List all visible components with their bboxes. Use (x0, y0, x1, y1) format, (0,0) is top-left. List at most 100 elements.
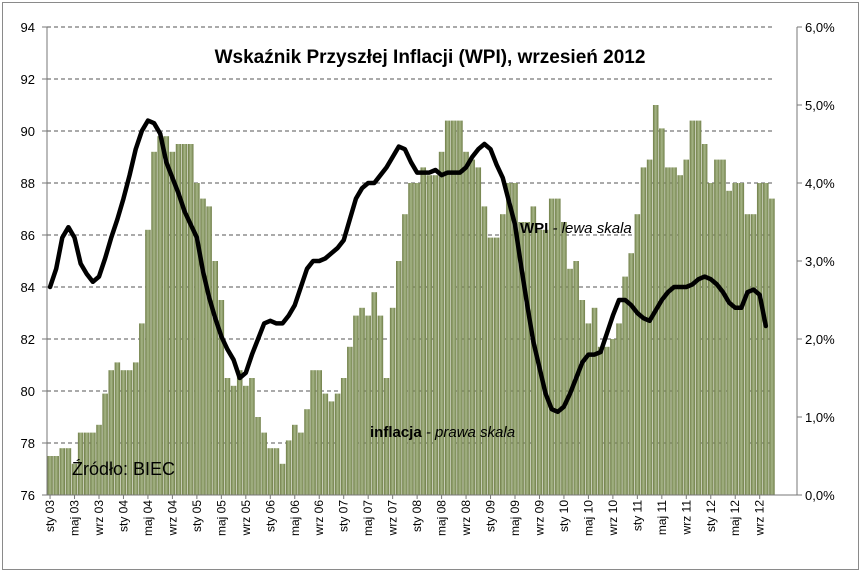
inflation-bar (763, 183, 769, 495)
inflation-bar (206, 206, 212, 495)
x-tick-label: maj 03 (68, 500, 82, 536)
x-tick-label: wrz 06 (312, 500, 326, 537)
inflation-bar (432, 175, 439, 495)
wpi-annotation: WPI - lewa skala (520, 220, 632, 237)
inflation-bar (365, 315, 371, 495)
left-tick-label: 86 (21, 228, 35, 243)
source-label: Źródło: BIEC (72, 459, 175, 479)
inflation-bar (634, 214, 641, 495)
right-tick-label: 4,0% (805, 176, 835, 191)
inflation-bar (714, 159, 720, 495)
left-tick-label: 82 (21, 332, 35, 347)
inflation-bar (622, 276, 628, 495)
left-axis-ticks: 76 78 80 82 84 86 88 90 92 94 (21, 20, 47, 503)
left-tick-label: 84 (21, 280, 35, 295)
wpi-line (47, 118, 769, 415)
inflation-bar (518, 222, 524, 495)
inflation-bar (671, 167, 677, 495)
inflation-bar (414, 183, 420, 495)
inflation-bar (420, 167, 426, 495)
left-tick-label: 80 (21, 384, 35, 399)
inflation-bar (383, 378, 390, 495)
inflation-bars (47, 105, 775, 496)
inflation-bar (585, 323, 592, 495)
inflation-bar (328, 401, 335, 495)
inflation-bar (249, 378, 255, 495)
inflation-bar (665, 167, 671, 495)
left-tick-label: 94 (21, 20, 35, 35)
inflation-bar (493, 237, 500, 495)
inflation-bar (732, 183, 738, 495)
inflation-bar (120, 370, 127, 495)
inflation-bar (506, 183, 512, 495)
inflation-bar (677, 175, 683, 495)
x-tick-label: sty 06 (263, 500, 277, 532)
right-tick-label: 2,0% (805, 332, 835, 347)
wpi-annotation-rest: - lewa skala (548, 220, 631, 237)
x-tick-label: sty 10 (557, 500, 571, 532)
inflation-bar (444, 120, 451, 495)
inflation-bar (102, 393, 108, 495)
inflation-bar (212, 261, 218, 495)
inflation-bar (548, 198, 555, 495)
inflation-bar (108, 370, 114, 495)
inflation-bar (126, 370, 133, 495)
inflation-bar (463, 151, 469, 496)
inflation-bar (555, 198, 561, 495)
x-tick-label: maj 09 (508, 500, 522, 536)
x-tick-label: wrz 03 (92, 500, 106, 537)
inflation-bar (708, 183, 714, 495)
x-tick-label: maj 08 (435, 500, 449, 536)
inflation-bar (316, 370, 322, 495)
right-tick-label: 5,0% (805, 98, 835, 113)
inflation-bar (695, 120, 702, 495)
inflation-bar (181, 144, 188, 495)
inflation-bar (71, 463, 78, 495)
inflation-bar (59, 448, 66, 495)
inflation-bar (457, 120, 463, 495)
inflation-bar (481, 206, 488, 495)
inflation-bar (77, 432, 84, 495)
inflation-bar (426, 175, 433, 495)
inflation-bar (96, 424, 102, 495)
inflation-bar (200, 198, 206, 495)
x-tick-label: sty 04 (116, 500, 130, 532)
inflation-bar (267, 448, 274, 495)
x-axis-ticks: sty 03 maj 03 wrz 03 sty 04 maj 04 wrz 04 sty … (43, 495, 767, 536)
inflation-bar (646, 159, 653, 495)
x-tick-label: sty 05 (190, 500, 204, 532)
x-tick-label: maj 05 (214, 500, 228, 536)
inflation-bar (175, 144, 182, 495)
inflation-bar (132, 362, 139, 495)
inflation-bar (726, 190, 732, 496)
inflation-bar (567, 268, 573, 495)
inflation-bar (604, 346, 610, 495)
x-tick-label: wrz 12 (753, 500, 767, 537)
inflation-bar (628, 253, 634, 495)
inflation-bar (347, 346, 353, 495)
right-tick-label: 6,0% (805, 20, 835, 35)
x-tick-label: wrz 09 (532, 500, 546, 537)
inflation-bar (230, 385, 237, 495)
inflation-bar (389, 307, 396, 495)
x-tick-label: wrz 07 (386, 500, 400, 537)
x-tick-label: sty 07 (337, 500, 351, 532)
inflation-bar (47, 456, 53, 495)
inflation-bar (114, 362, 121, 495)
inflation-bar (579, 300, 586, 495)
inflation-bar (683, 159, 690, 495)
inflation-bar (84, 432, 90, 495)
inflation-bar (145, 229, 151, 496)
inflation-bar (304, 409, 310, 495)
inflation-bar (194, 183, 200, 495)
inflation-bar (469, 159, 475, 495)
inflation-bar (353, 315, 359, 495)
inflation-bar (163, 136, 170, 495)
right-tick-label: 1,0% (805, 410, 835, 425)
inflation-bar (371, 292, 378, 495)
inflation-bar (738, 183, 745, 495)
left-tick-label: 92 (21, 72, 35, 87)
inflation-bar (298, 432, 304, 495)
right-axis-ticks: 0,0% 1,0% 2,0% 3,0% 4,0% 5,0% 6,0% (797, 20, 835, 503)
